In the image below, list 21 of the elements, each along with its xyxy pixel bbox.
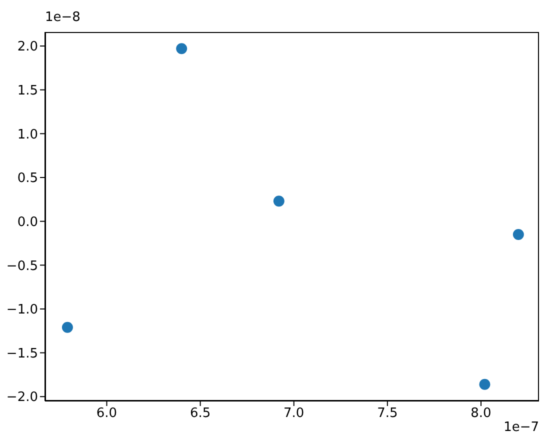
- point: [479, 378, 490, 390]
- point: [273, 196, 284, 207]
- y-tick-label: 1.0: [17, 127, 38, 142]
- y-tick-label: 1.5: [17, 83, 38, 98]
- point: [62, 322, 73, 333]
- y-tick-label: −0.5: [6, 258, 38, 274]
- y-tick-label: −1.5: [6, 346, 38, 362]
- y-tick-label: −2.0: [6, 390, 38, 406]
- y-tick-label: 2.0: [17, 40, 38, 55]
- x-tick-label: 7.0: [284, 406, 304, 422]
- y-tick-label: 0.5: [17, 171, 38, 186]
- y-tick-label: 0.0: [17, 214, 38, 230]
- text: 1e−8: [45, 10, 80, 25]
- x-tick-label: 6.0: [96, 406, 118, 422]
- point: [176, 43, 188, 54]
- text: 1e−7: [504, 420, 539, 435]
- x-tick-label: 8.0: [470, 406, 492, 422]
- x-tick-label: 7.5: [377, 406, 398, 422]
- y-tick-label: −1.0: [6, 302, 38, 318]
- x-tick-label: 6.5: [190, 406, 211, 422]
- point: [512, 228, 524, 240]
